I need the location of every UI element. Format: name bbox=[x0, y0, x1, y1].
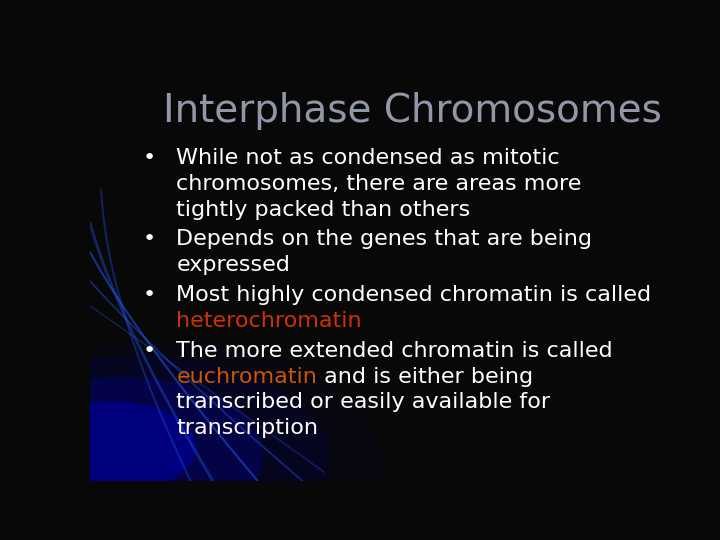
Ellipse shape bbox=[0, 339, 383, 540]
Text: transcription: transcription bbox=[176, 418, 318, 438]
Text: •: • bbox=[143, 148, 156, 168]
Text: Most highly condensed chromatin is called: Most highly condensed chromatin is calle… bbox=[176, 285, 652, 305]
Text: Depends on the genes that are being: Depends on the genes that are being bbox=[176, 230, 593, 249]
Ellipse shape bbox=[0, 377, 263, 535]
Text: expressed: expressed bbox=[176, 255, 290, 275]
Text: •: • bbox=[143, 341, 156, 361]
Text: and is either being: and is either being bbox=[318, 367, 534, 387]
Text: euchromatin: euchromatin bbox=[176, 367, 318, 387]
Text: •: • bbox=[143, 230, 156, 249]
Text: The more extended chromatin is called: The more extended chromatin is called bbox=[176, 341, 613, 361]
Text: transcribed or easily available for: transcribed or easily available for bbox=[176, 393, 551, 413]
Text: Interphase Chromosomes: Interphase Chromosomes bbox=[163, 92, 662, 130]
Ellipse shape bbox=[29, 402, 196, 493]
Text: heterochromatin: heterochromatin bbox=[176, 311, 362, 331]
Text: •: • bbox=[143, 285, 156, 305]
Text: chromosomes, there are areas more: chromosomes, there are areas more bbox=[176, 174, 582, 194]
Text: tightly packed than others: tightly packed than others bbox=[176, 199, 471, 220]
Ellipse shape bbox=[0, 356, 330, 540]
Text: While not as condensed as mitotic: While not as condensed as mitotic bbox=[176, 148, 560, 168]
